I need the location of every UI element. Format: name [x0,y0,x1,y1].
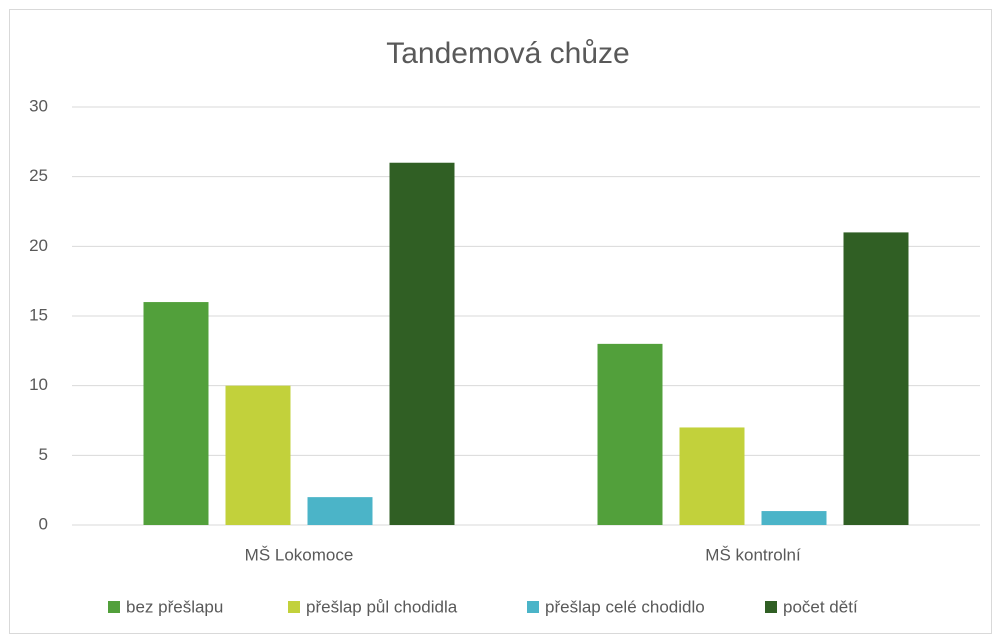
legend-label: bez přešlapu [126,597,223,616]
bar [389,162,455,525]
legend-label: přešlap celé chodidlo [545,597,705,616]
bar [761,511,827,525]
y-tick-label: 25 [29,166,48,185]
legend-swatch [527,601,539,613]
legend-swatch [108,601,120,613]
y-tick-label: 10 [29,375,48,394]
bar [597,343,663,525]
y-tick-label: 20 [29,236,48,255]
y-tick-label: 15 [29,305,48,324]
bar [225,385,291,525]
x-tick-label: MŠ kontrolní [705,545,801,564]
legend-label: přešlap půl chodidla [306,597,458,616]
chart-title: Tandemová chůze [386,37,630,70]
y-tick-label: 30 [29,96,48,115]
y-tick-label: 5 [39,445,48,464]
y-tick-label: 0 [39,514,48,533]
legend-label: počet dětí [783,597,858,616]
legend-swatch [288,601,300,613]
legend-swatch [765,601,777,613]
bar [843,232,909,525]
bar [143,302,209,525]
bar [679,427,745,525]
x-tick-label: MŠ Lokomoce [245,545,354,564]
bar [307,497,373,525]
